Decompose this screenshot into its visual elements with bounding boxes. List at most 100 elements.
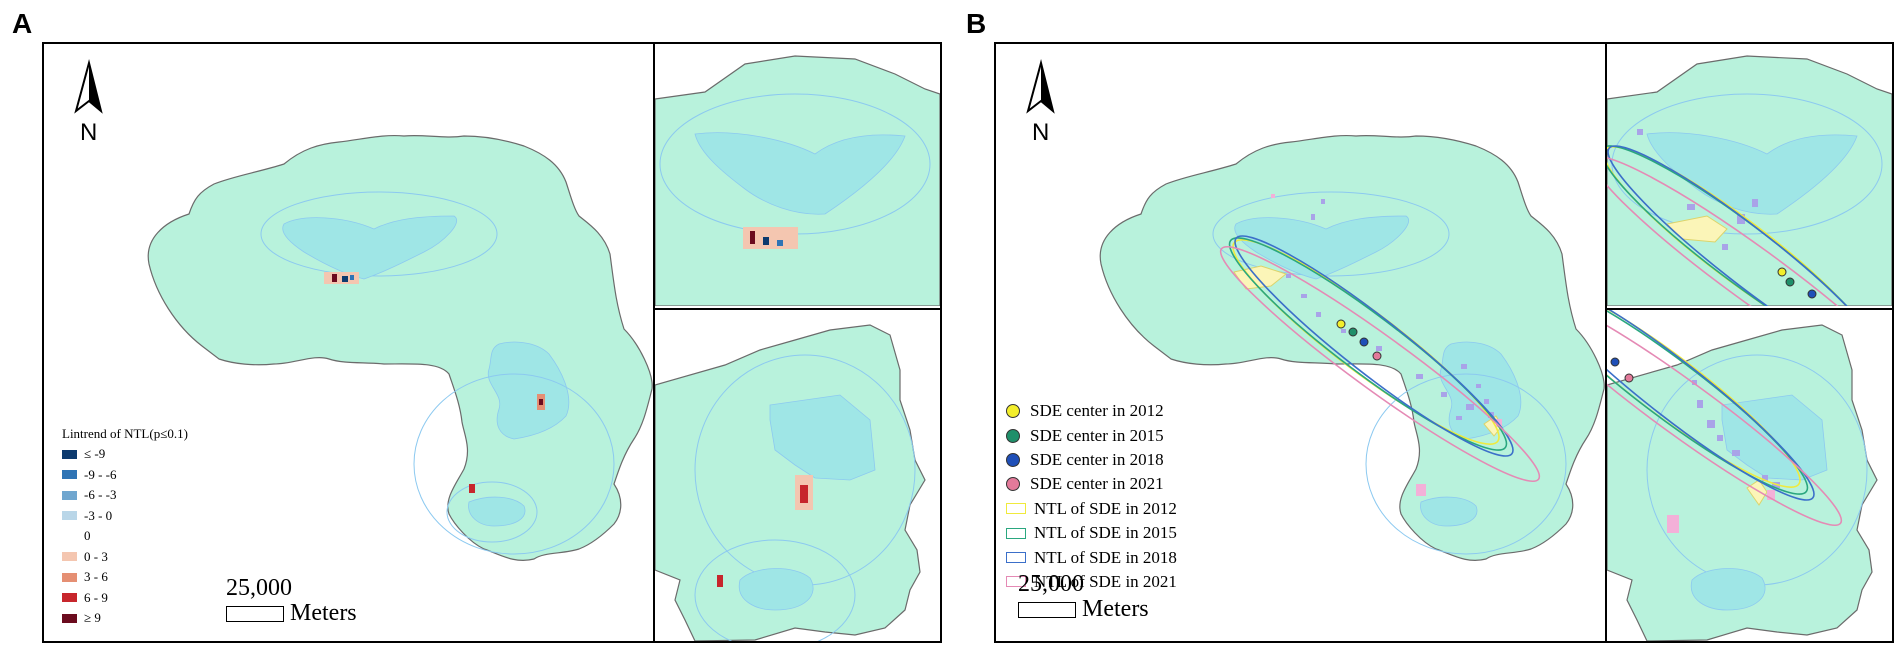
- study-area-boundary: [147, 134, 653, 561]
- ntl-hotspot: [777, 240, 783, 246]
- legend-swatch: [62, 449, 77, 459]
- legend-item: SDE center in 2018: [1006, 448, 1177, 472]
- legend-label: -3 - 0: [84, 507, 113, 523]
- sde-ellipse-2015: [1228, 237, 1508, 451]
- legend-label: ≤ -9: [84, 446, 106, 462]
- panel-a-letter: A: [12, 8, 33, 39]
- legend-swatch: [1006, 576, 1026, 588]
- sde-center-2018: [1359, 337, 1369, 347]
- legend-label: ≥ 9: [84, 610, 101, 626]
- panel-b-frame: N SDE center in 2012 SDE center in 2015 SD…: [994, 42, 1894, 643]
- legend-label: NTL of SDE in 2015: [1034, 523, 1177, 543]
- legend-dot: [1006, 452, 1020, 467]
- sde-ellipses: [1607, 145, 1892, 306]
- lake: [769, 394, 876, 481]
- legend-swatch: [62, 470, 77, 480]
- legend-item: NTL of SDE in 2015: [1006, 521, 1177, 545]
- legend-swatch: [62, 490, 77, 500]
- legend-dot: [1006, 428, 1020, 443]
- legend-dot: [1006, 404, 1020, 419]
- panel-a-frame: N Lintrend of NTL(p≤0.1) ≤ -9 -9 - -6 -6 -…: [42, 42, 942, 643]
- sde-center-2015: [1348, 327, 1358, 337]
- inset-map: [655, 55, 940, 306]
- sde-center-2015: [1785, 277, 1795, 287]
- north-arrow-b: N: [1016, 59, 1066, 149]
- inset-map: [1607, 310, 1878, 641]
- ntl-hotspot: [350, 275, 354, 280]
- legend-b: SDE center in 2012 SDE center in 2015 SDE …: [1006, 399, 1177, 594]
- legend-item: NTL of SDE in 2021: [1006, 570, 1177, 594]
- legend-label: SDE center in 2018: [1030, 449, 1164, 469]
- legend-item: -9 - -6: [62, 465, 188, 486]
- study-area-boundary: [1099, 134, 1605, 561]
- north-arrow-a: N: [64, 59, 114, 149]
- sde-ellipse-2021: [1607, 310, 1843, 527]
- ntl-hotspot: [750, 231, 755, 244]
- legend-item: NTL of SDE in 2018: [1006, 545, 1177, 569]
- legend-item: SDE center in 2021: [1006, 472, 1177, 496]
- legend-label: SDE center in 2015: [1030, 425, 1164, 445]
- ntl-hotspot: [717, 575, 723, 587]
- sde-center-2021: [1372, 351, 1382, 361]
- legend-item: NTL of SDE in 2012: [1006, 497, 1177, 521]
- scale-value: 25,000: [1018, 571, 1084, 597]
- lake: [1646, 132, 1858, 215]
- legend-item: ≥ 9: [62, 608, 188, 629]
- panel-b-letter: B: [966, 8, 987, 39]
- contour-line: [1365, 373, 1567, 555]
- legend-item: SDE center in 2015: [1006, 423, 1177, 447]
- legend-swatch: [62, 613, 77, 623]
- scale-bar-box: [1018, 601, 1076, 618]
- legend-swatch: [62, 532, 77, 541]
- legend-item: 3 - 6: [62, 567, 188, 588]
- legend-label: NTL of SDE in 2021: [1034, 571, 1177, 591]
- legend-swatch: [62, 593, 77, 603]
- scale-bar-a: 25,000 Meters: [226, 576, 357, 627]
- sde-ellipse-2015: [1607, 310, 1809, 495]
- legend-swatch: [1006, 552, 1026, 564]
- legend-swatch: [62, 511, 77, 521]
- legend-label: SDE center in 2012: [1030, 401, 1164, 421]
- ntl-hotspot: [800, 485, 808, 503]
- panel-b-main-map: [1099, 134, 1605, 561]
- legend-label: 0 - 3: [84, 548, 108, 564]
- contour-line: [413, 373, 615, 555]
- legend-label: SDE center in 2021: [1030, 474, 1164, 494]
- panel-a-main-map: [147, 134, 653, 561]
- legend-dot: [1006, 477, 1020, 492]
- study-area-boundary: [1607, 324, 1878, 641]
- scale-unit: Meters: [1082, 596, 1149, 622]
- legend-item: SDE center in 2012: [1006, 399, 1177, 423]
- legend-item: ≤ -9: [62, 444, 188, 465]
- north-label: N: [80, 119, 98, 146]
- north-arrow-icon: [74, 59, 103, 114]
- ntl-hotspot: [469, 484, 475, 493]
- lake: [468, 496, 526, 527]
- inset-map: [655, 324, 926, 641]
- sde-ellipse-2021: [1607, 155, 1892, 306]
- contour-line: [446, 481, 538, 543]
- sde-center-2021: [1624, 373, 1634, 383]
- lake: [1234, 215, 1409, 280]
- contour-line: [1212, 191, 1450, 277]
- sde-center-2018: [1807, 289, 1817, 299]
- legend-swatch: [1006, 527, 1026, 539]
- legend-label: NTL of SDE in 2018: [1034, 547, 1177, 567]
- sde-ellipse-2018: [1607, 145, 1887, 306]
- lake: [487, 341, 570, 440]
- ntl-pixels: [1667, 490, 1775, 533]
- panel-b-inset-top: [1605, 44, 1892, 308]
- legend-a: Lintrend of NTL(p≤0.1) ≤ -9 -9 - -6 -6 - -…: [62, 424, 188, 629]
- panel-a-inset-bottom: [653, 308, 940, 641]
- sde-center-2012: [1336, 319, 1346, 329]
- sde-ellipses: [1219, 235, 1541, 483]
- sde-center-2018: [1610, 357, 1620, 367]
- north-arrow-icon: [1026, 59, 1055, 114]
- legend-item: 0 - 3: [62, 547, 188, 568]
- sde-ellipse-2018: [1234, 235, 1514, 457]
- scale-value: 25,000: [226, 575, 292, 601]
- lake: [1690, 568, 1766, 611]
- legend-label: 6 - 9: [84, 589, 108, 605]
- ntl-hotspot: [743, 227, 798, 249]
- legend-item: -3 - 0: [62, 506, 188, 527]
